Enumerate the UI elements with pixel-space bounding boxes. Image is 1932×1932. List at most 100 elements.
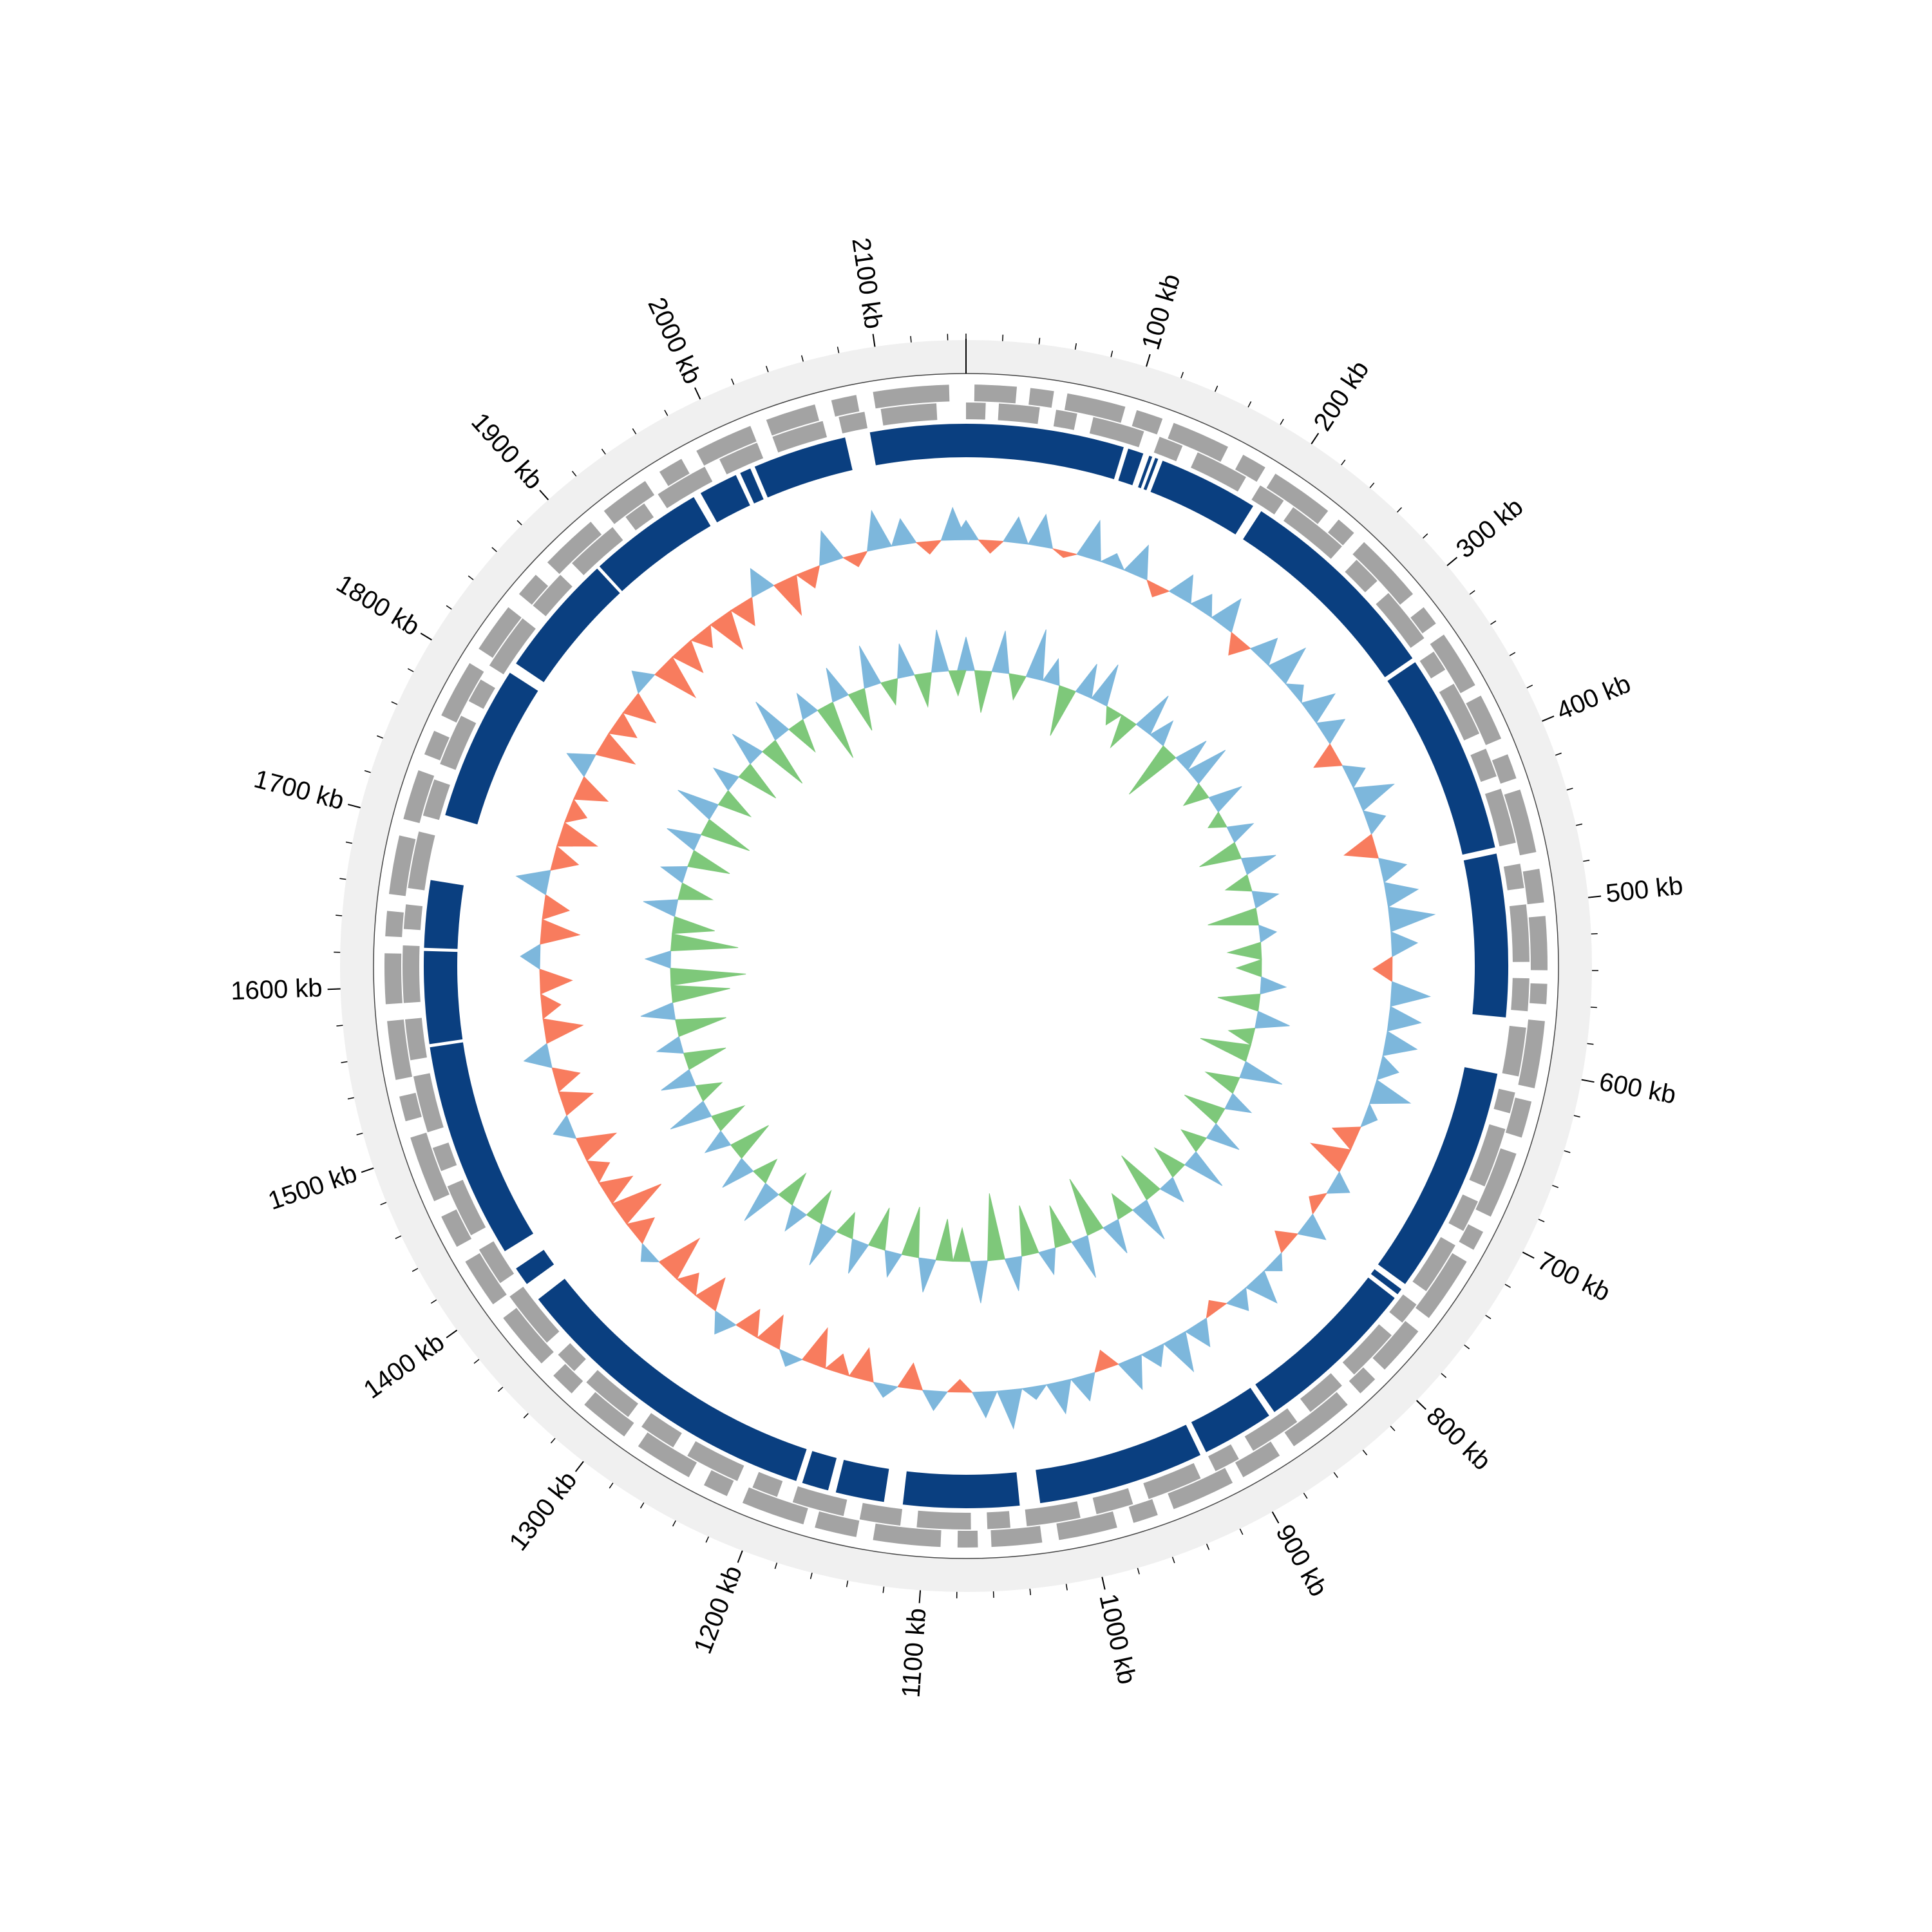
region-block xyxy=(424,951,463,1045)
gc-skew-spike xyxy=(914,672,933,708)
gc-skew-spike xyxy=(722,1157,754,1188)
gc-skew-spike xyxy=(1175,741,1207,772)
reverse-gene xyxy=(403,904,423,931)
gc-content-spike xyxy=(553,1114,577,1139)
gc-skew-spike xyxy=(848,688,873,731)
minor-tick xyxy=(1573,1115,1580,1118)
gc-content-spike xyxy=(542,1018,584,1044)
tick-label: 200 kb xyxy=(1308,355,1374,435)
gc-content-spike xyxy=(575,1132,618,1162)
gc-skew-spike xyxy=(1049,1205,1072,1249)
minor-tick xyxy=(837,346,840,354)
gc-skew-spike xyxy=(1069,1179,1104,1236)
region-block xyxy=(1255,1277,1395,1412)
gc-content-spike xyxy=(1285,683,1304,704)
minor-tick xyxy=(1504,1283,1511,1288)
gc-content-spike xyxy=(631,670,656,694)
gc-skew-spike xyxy=(704,1130,732,1153)
gc-skew-spike xyxy=(931,629,949,673)
gc-skew-spike xyxy=(1255,1010,1290,1029)
forward-gene xyxy=(385,911,404,938)
major-tick xyxy=(1311,433,1320,444)
gc-content-spike xyxy=(556,822,599,847)
minor-tick xyxy=(632,428,637,435)
gc-content-spike xyxy=(595,732,636,765)
major-tick xyxy=(1588,895,1602,898)
forward-gene xyxy=(1349,1367,1376,1394)
minor-tick xyxy=(497,1387,504,1392)
forward-gene xyxy=(424,730,450,761)
reverse-gene xyxy=(586,1370,638,1417)
gc-skew-spike xyxy=(661,1069,696,1091)
tick-label: 300 kb xyxy=(1451,493,1528,564)
gc-content-spike xyxy=(1382,1030,1418,1056)
gc-content-spike xyxy=(1313,743,1343,768)
gc-skew-spike xyxy=(1153,1147,1186,1178)
forward-gene xyxy=(766,404,819,436)
reverse-gene xyxy=(413,1073,444,1133)
gc-content-spike xyxy=(1387,1005,1422,1032)
region-block xyxy=(754,437,853,498)
minor-tick xyxy=(356,1132,363,1135)
minor-tick xyxy=(1206,1544,1210,1550)
gc-skew-spike xyxy=(1199,842,1242,867)
reverse-gene xyxy=(558,1343,586,1372)
gc-content-spike xyxy=(564,799,588,823)
reverse-gene xyxy=(1251,485,1284,515)
gc-content-spike xyxy=(978,539,1005,554)
gc-skew-spike xyxy=(987,1193,1005,1262)
gc-skew-spike xyxy=(677,882,714,900)
gc-skew-spike xyxy=(1184,1151,1223,1186)
reverse-gene xyxy=(440,715,477,770)
forward-gene xyxy=(638,1432,697,1477)
gc-content-spike xyxy=(946,1379,973,1393)
region-block xyxy=(599,497,711,591)
gc-skew-spike xyxy=(1200,1037,1251,1062)
minor-tick xyxy=(1171,1557,1175,1564)
gc-skew-spike xyxy=(1105,705,1122,726)
gc-skew-spike xyxy=(1208,811,1227,828)
minor-tick xyxy=(1485,1314,1492,1320)
minor-tick xyxy=(473,1359,480,1364)
region-block xyxy=(1138,455,1153,489)
minor-tick xyxy=(1137,1567,1140,1575)
gc-skew-spike xyxy=(858,645,882,689)
forward-gene xyxy=(990,1526,1043,1548)
forward-gene xyxy=(1528,916,1548,971)
gc-content-spike xyxy=(551,1067,581,1093)
reverse-gene xyxy=(625,503,654,531)
reverse-gene xyxy=(402,945,421,1003)
tick-label: 1800 kb xyxy=(332,569,424,641)
minor-tick xyxy=(571,471,577,477)
forward-gene xyxy=(1235,1441,1280,1477)
gc-content-spike xyxy=(1267,647,1307,685)
minor-tick xyxy=(516,520,522,526)
gc-content-spike xyxy=(757,1314,784,1350)
tick-label: 2100 kb xyxy=(846,236,887,330)
gc-skew-spike xyxy=(826,667,849,703)
gc-content-spike xyxy=(1331,1126,1361,1151)
forward-gene xyxy=(703,1470,734,1497)
forward-gene xyxy=(547,522,602,574)
forward-gene xyxy=(1505,1097,1532,1138)
gc-content-spike xyxy=(1076,520,1101,562)
minor-tick xyxy=(430,1299,437,1304)
gc-skew-spike xyxy=(897,643,915,679)
major-tick xyxy=(1146,354,1151,367)
major-tick xyxy=(539,489,549,500)
reverse-gene xyxy=(1025,1501,1081,1526)
tick-label: 1000 kb xyxy=(1094,1591,1141,1687)
gc-skew-spike xyxy=(796,692,819,720)
gc-skew-spike xyxy=(836,1211,855,1240)
gc-content-spike xyxy=(1226,1287,1249,1311)
gc-content-spike xyxy=(1362,810,1387,835)
major-tick xyxy=(1271,1511,1280,1524)
forward-gene xyxy=(1168,1468,1233,1510)
gc-skew-spike xyxy=(670,1101,712,1130)
reverse-gene xyxy=(1412,1236,1455,1291)
gc-content-spike xyxy=(523,1043,553,1068)
reverse-gene xyxy=(447,1180,486,1236)
gc-content-spike xyxy=(1390,931,1419,958)
forward-gene xyxy=(957,1530,978,1548)
minor-tick xyxy=(1555,752,1562,756)
